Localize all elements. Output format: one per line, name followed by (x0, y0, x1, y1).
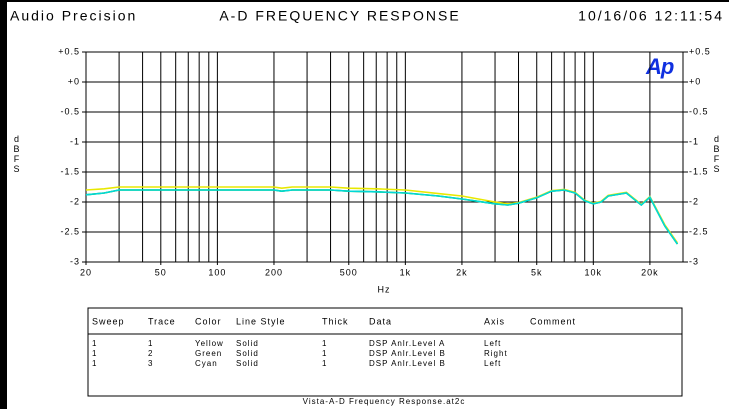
trace-cyan (85, 189, 679, 245)
header-date: 10/16/06 12:11:54 (578, 8, 724, 24)
frame-top (0, 0, 729, 2)
table-cell: 1 (92, 359, 97, 368)
x-tick-label: 50 (155, 267, 167, 277)
table-cell: 3 (148, 359, 153, 368)
x-tick-label: 5k (531, 267, 543, 277)
table-cell: 1 (148, 339, 153, 348)
table-cell: 1 (322, 349, 327, 358)
x-tick-label: 1k (400, 267, 412, 277)
x-tick-label: 200 (265, 267, 283, 277)
table-header: Sweep (92, 316, 125, 326)
table-header: Data (369, 316, 392, 326)
table-cell: Solid (236, 339, 259, 348)
header-title: A-D FREQUENCY RESPONSE (219, 8, 460, 24)
x-tick-label: 20k (641, 267, 659, 277)
x-tick-label: 100 (208, 267, 226, 277)
table-cell: 1 (322, 359, 327, 368)
table-cell: Yellow (195, 339, 224, 348)
y-tick-label: -3 (70, 256, 80, 266)
table-cell: DSP Anlr.Level A (369, 339, 445, 348)
y2-tick-label: -1 (689, 136, 699, 146)
y2-tick-label: -0.5 (689, 106, 709, 116)
table-header: Thick (322, 316, 349, 326)
y-tick-label: -1 (70, 136, 80, 146)
x-axis-label: Hz (378, 284, 391, 294)
y2-tick-label: +0.5 (689, 46, 711, 56)
table-cell: Left (484, 339, 501, 348)
logo: Ap (645, 54, 674, 79)
table-cell: 2 (148, 349, 153, 358)
table-cell: Right (484, 349, 508, 358)
y-tick-label: -1.5 (60, 166, 80, 176)
frame-left (0, 0, 7, 409)
y-tick-label: -2.5 (60, 226, 80, 236)
table-cell: Solid (236, 359, 259, 368)
table-header: Color (195, 316, 222, 326)
table-cell: DSP Anlr.Level B (369, 349, 446, 358)
table-header: Trace (148, 316, 176, 326)
table-cell: 1 (322, 339, 327, 348)
table-cell: Left (484, 359, 501, 368)
footer: Vista-A-D Frequency Response.at2c (303, 397, 466, 406)
x-tick-label: 20 (80, 267, 92, 277)
y2-tick-label: -3 (689, 256, 699, 266)
x-tick-label: 2k (456, 267, 468, 277)
table-cell: 1 (92, 349, 97, 358)
table-header: Axis (484, 316, 505, 326)
table-cell: DSP Anlr.Level B (369, 359, 446, 368)
y-tick-label: +0.5 (58, 46, 80, 56)
table-box (87, 307, 683, 397)
y-tick-label: -0.5 (60, 106, 80, 116)
x-tick-label: 500 (340, 267, 358, 277)
y2-tick-label: +0 (689, 76, 701, 86)
y2-tick-label: -2 (689, 196, 699, 206)
table-header: Line Style (236, 316, 286, 326)
table-cell: Solid (236, 349, 259, 358)
y-tick-label: -2 (70, 196, 80, 206)
y-tick-label: +0 (68, 76, 80, 86)
table-header: Comment (530, 316, 576, 326)
y2-tick-label: -2.5 (689, 226, 709, 236)
header-left: Audio Precision (10, 8, 137, 24)
y2-tick-label: -1.5 (689, 166, 709, 176)
trace-green (85, 189, 679, 245)
trace-yellow (85, 186, 679, 244)
table-cell: Green (195, 349, 222, 358)
table-cell: 1 (92, 339, 97, 348)
table-cell: Cyan (195, 359, 218, 368)
x-tick-label: 10k (585, 267, 603, 277)
